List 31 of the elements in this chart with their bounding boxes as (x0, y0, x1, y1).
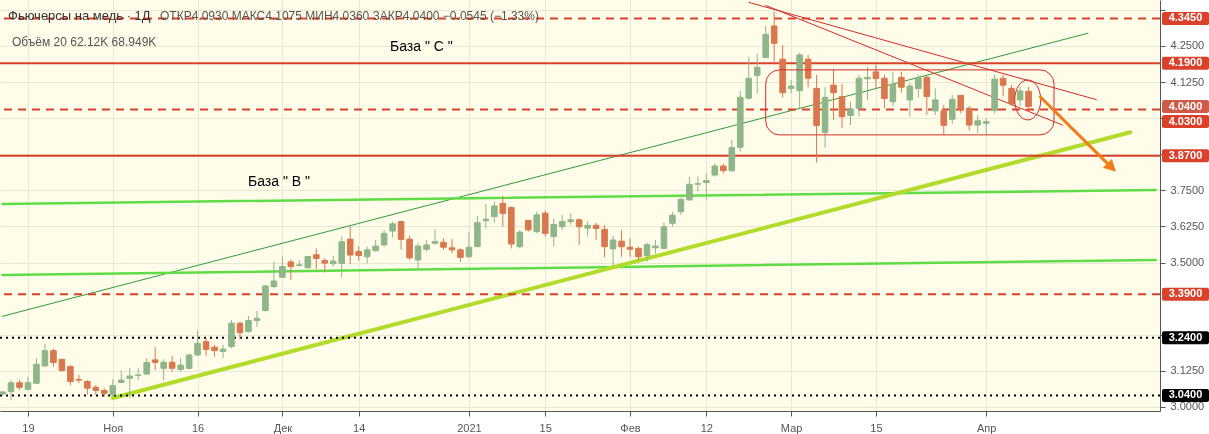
text: ОТКР4.0930 МАКС4.1075 МИН4.0360 ЗАКР4.0400 −0.0545 (−1.33%) (160, 9, 539, 23)
x-tick-label: Апр (976, 421, 997, 434)
x-tick-label: Фев (620, 421, 641, 434)
x-tick-label: Дек (273, 421, 293, 434)
x-tick-label: 15 (870, 421, 883, 434)
ref-line-label: 3.3900 (1168, 287, 1203, 300)
ref-line-label: 4.0300 (1168, 114, 1203, 127)
y-tick-label: 3.7500 (1170, 183, 1205, 196)
x-tick-label: 16 (191, 421, 205, 434)
y-tick-label: 4.2500 (1170, 39, 1205, 52)
x-tick-label: 12 (700, 421, 713, 434)
text: 4.0400 (1168, 99, 1203, 112)
x-tick-label: 19 (22, 421, 35, 434)
annotation: Объём 20 62.12K 68.949K (12, 35, 157, 49)
y-tick-label: 3.6250 (1170, 219, 1205, 232)
x-tick-label: Ноя (103, 421, 124, 434)
x-tick-label: 2021 (457, 421, 482, 434)
y-tick-label: 3.0000 (1170, 400, 1205, 413)
annotation: База " С " (390, 38, 453, 54)
y-tick-label: 3.5000 (1170, 256, 1205, 269)
ref-line-label: 4.1900 (1168, 56, 1203, 69)
y-tick-label: 3.1250 (1170, 364, 1205, 377)
x-tick-label: 14 (353, 421, 366, 434)
x-tick-label: 15 (539, 421, 552, 434)
ref-line-label: 4.3450 (1168, 11, 1203, 24)
y-tick-label: 4.1250 (1170, 75, 1205, 88)
ref-line-label: 3.0400 (1168, 388, 1203, 401)
x-tick-label: Мар (780, 421, 803, 434)
annotation: База " В " (248, 173, 310, 189)
ref-line-label: 3.8700 (1168, 148, 1203, 161)
ref-line-label: 3.2400 (1168, 330, 1203, 343)
